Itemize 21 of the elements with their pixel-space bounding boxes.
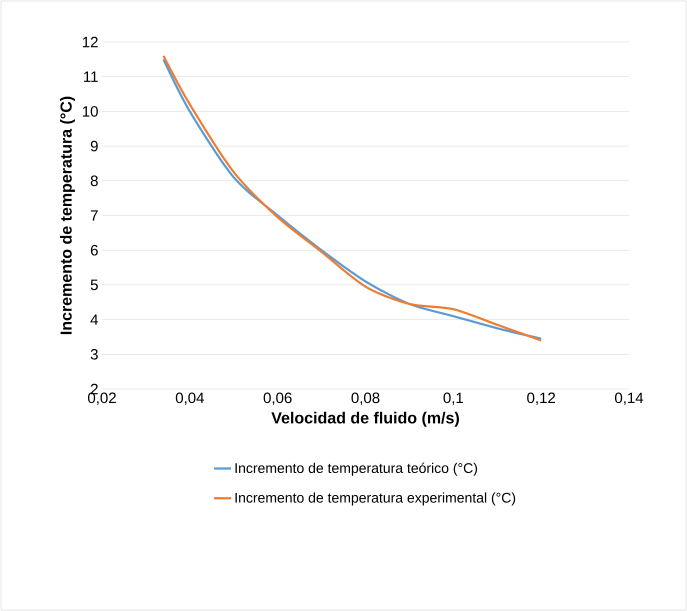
y-tick-label: 9: [90, 140, 98, 152]
y-tick-label: 11: [84, 72, 98, 82]
legend-label: Incremento de temperatura experimental (°C): [236, 492, 516, 506]
x-tick-label: 0,1: [443, 392, 464, 405]
x-tick-label: 0,02: [88, 392, 116, 405]
x-tick-label: 0,04: [176, 392, 204, 405]
y-tick-label: 10: [82, 106, 98, 117]
x-tick-label: 0,06: [264, 392, 292, 405]
y-tick-label: 6: [90, 244, 98, 256]
x-tick-label: 0,12: [527, 392, 556, 405]
y-tick-label: 7: [90, 210, 98, 221]
x-axis-title: Velocidad de fluido (m/s): [271, 412, 459, 427]
x-tick-label: 0,14: [614, 392, 644, 405]
y-tick-label: 5: [90, 280, 98, 290]
y-axis-title: Incremento de temperatura (°C): [60, 96, 75, 334]
y-tick-label: 12: [82, 36, 98, 48]
y-tick-label: 3: [90, 348, 98, 360]
legend-label: Incremento de temperatura teórico (°C): [236, 462, 478, 476]
x-tick-label: 0,08: [351, 392, 380, 405]
y-tick-label: 8: [90, 175, 98, 186]
y-tick-label: 4: [90, 314, 98, 325]
